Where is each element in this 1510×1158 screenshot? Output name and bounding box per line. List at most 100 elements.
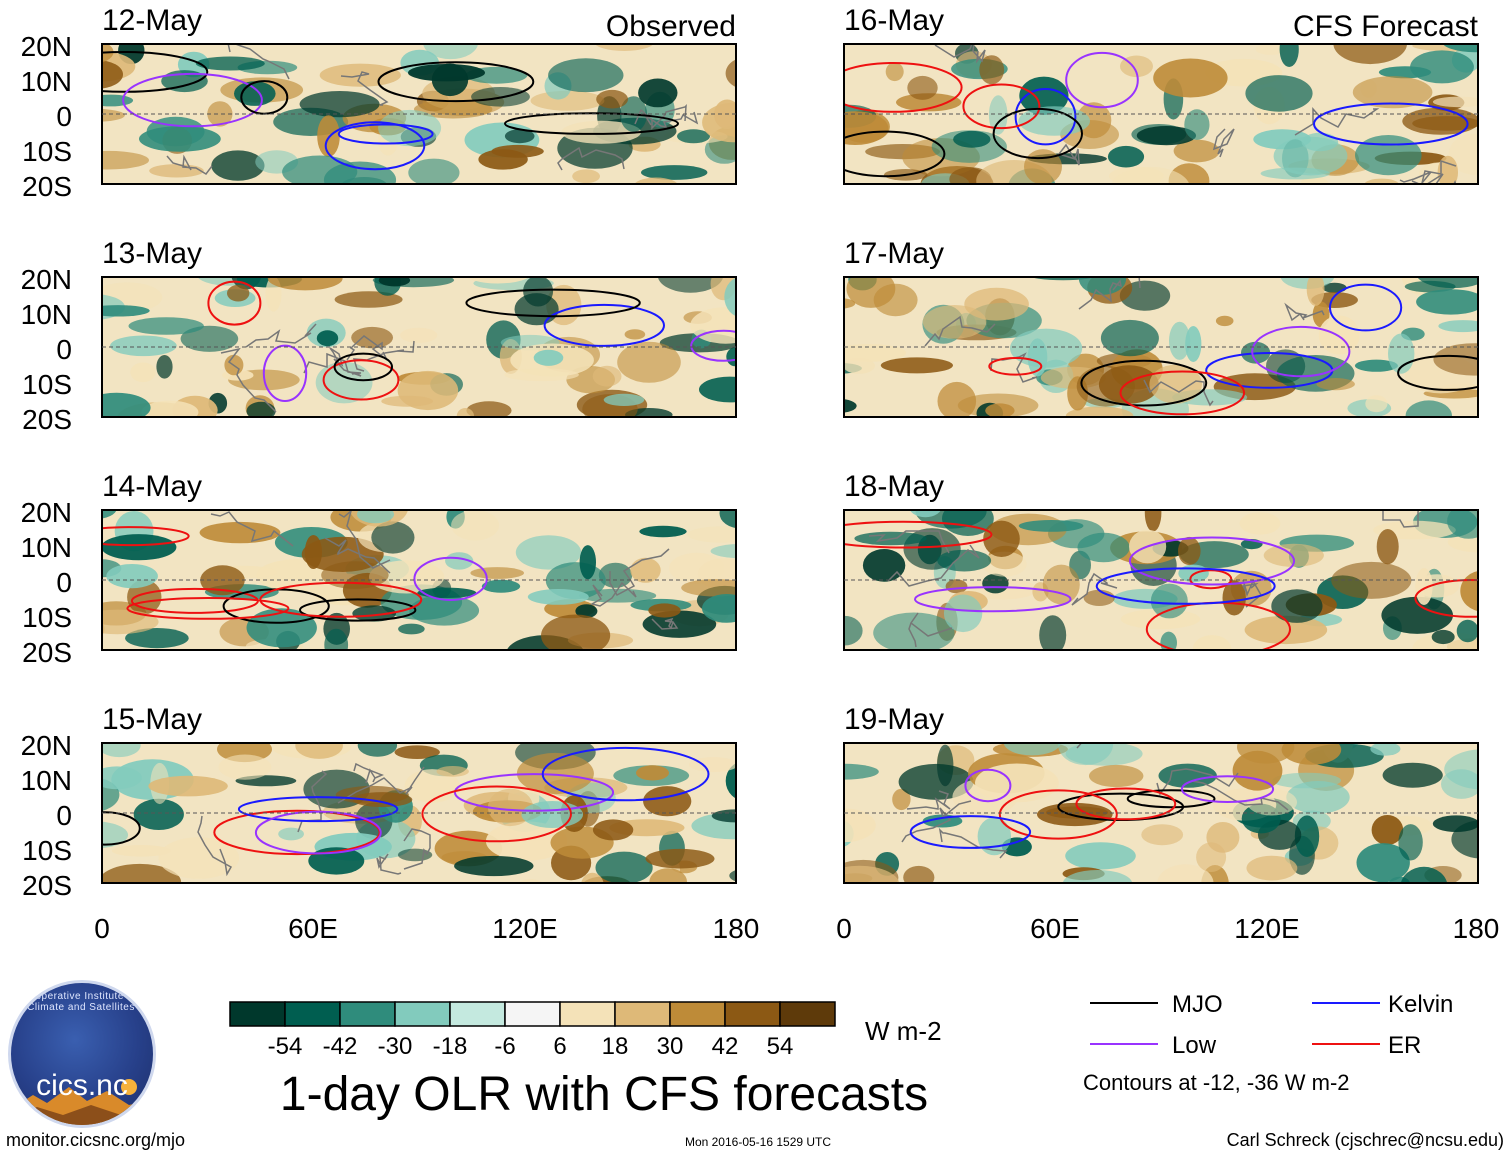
lat-labels-row-1: 20N 10N 0 10S 20S bbox=[21, 31, 72, 202]
legend-item-er: ER bbox=[1312, 1032, 1421, 1059]
footer-credit: Carl Schreck (cjschrec@ncsu.edu) bbox=[1227, 1130, 1504, 1150]
lat-label: 0 bbox=[56, 567, 72, 598]
colorbar-swatch bbox=[339, 1001, 396, 1027]
lat-label: 10N bbox=[21, 299, 72, 330]
lat-label: 10S bbox=[22, 369, 72, 400]
colorbar-label: -54 bbox=[268, 1033, 303, 1060]
lat-label: 20S bbox=[22, 404, 72, 435]
lat-label: 20N bbox=[21, 730, 72, 761]
footer-url: monitor.cicsnc.org/mjo bbox=[6, 1130, 185, 1150]
legend-label: ER bbox=[1388, 1032, 1421, 1059]
colorbar-label: 54 bbox=[767, 1033, 794, 1060]
lat-label: 20N bbox=[21, 31, 72, 62]
olr-field bbox=[844, 277, 1478, 417]
colorbar-label: -42 bbox=[323, 1033, 358, 1060]
panel-18-may: 18-May bbox=[843, 470, 1479, 651]
forecast-title: CFS Forecast bbox=[1293, 10, 1479, 43]
lat-label: 10S bbox=[22, 136, 72, 167]
lat-labels-row-4: 20N 10N 0 10S 20S bbox=[21, 730, 72, 901]
lat-labels-row-3: 20N 10N 0 10S 20S bbox=[21, 497, 72, 668]
panel-date: 16-May bbox=[844, 4, 944, 37]
colorbar-swatch bbox=[504, 1001, 561, 1027]
legend-label: MJO bbox=[1172, 991, 1223, 1018]
colorbar-swatch bbox=[394, 1001, 451, 1027]
legend-item-mjo: MJO bbox=[1090, 991, 1223, 1018]
olr-field bbox=[844, 743, 1478, 883]
panel-19-may: 19-May bbox=[843, 703, 1479, 884]
logo-arc-text: Cooperative Institute for Climate and Sa… bbox=[21, 991, 141, 1013]
olr-field bbox=[102, 277, 736, 417]
panel-16-may: 16-May bbox=[843, 4, 1479, 185]
lon-label: 60E bbox=[288, 913, 338, 944]
colorbar-label: -30 bbox=[378, 1033, 413, 1060]
lat-labels-row-2: 20N 10N 0 10S 20S bbox=[21, 264, 72, 435]
observed-title: Observed bbox=[606, 10, 736, 43]
colorbar-swatch bbox=[669, 1001, 726, 1027]
lon-label: 60E bbox=[1030, 913, 1080, 944]
lat-label: 20S bbox=[22, 870, 72, 901]
lat-label: 10N bbox=[21, 765, 72, 796]
colorbar-label: -6 bbox=[494, 1033, 515, 1060]
olr-field bbox=[102, 510, 736, 650]
legend-note: Contours at -12, -36 W m-2 bbox=[1083, 1070, 1350, 1095]
panel-date: 13-May bbox=[102, 237, 202, 270]
colorbar-swatch bbox=[449, 1001, 506, 1027]
lon-label: 180 bbox=[1453, 913, 1500, 944]
colorbar-label: 42 bbox=[712, 1033, 739, 1060]
lon-label: 0 bbox=[94, 913, 110, 944]
colorbar-label: -18 bbox=[433, 1033, 468, 1060]
main-title: 1-day OLR with CFS forecasts bbox=[280, 1068, 928, 1121]
cics-logo: Cooperative Institute for Climate and Sa… bbox=[8, 980, 156, 1128]
lon-labels-forecast: 0 60E 120E 180 bbox=[836, 913, 1499, 944]
panel-date: 15-May bbox=[102, 703, 202, 736]
lon-label: 120E bbox=[1234, 913, 1299, 944]
lat-label: 20S bbox=[22, 637, 72, 668]
panel-12-may: 12-May bbox=[101, 4, 737, 185]
colorbar-label: 18 bbox=[602, 1033, 629, 1060]
legend-label: Low bbox=[1172, 1032, 1217, 1059]
olr-field bbox=[102, 44, 736, 184]
colorbar-label: 6 bbox=[553, 1033, 566, 1060]
panel-date: 12-May bbox=[102, 4, 202, 37]
panel-date: 14-May bbox=[102, 470, 202, 503]
colorbar-swatch bbox=[779, 1001, 836, 1027]
panel-date: 17-May bbox=[844, 237, 944, 270]
panel-13-may: 13-May bbox=[101, 237, 737, 418]
panel-date: 19-May bbox=[844, 703, 944, 736]
colorbar-swatch bbox=[229, 1001, 286, 1027]
logo-text: cics.nc bbox=[36, 1069, 128, 1102]
colorbar-swatch bbox=[724, 1001, 781, 1027]
panel-14-may: 14-May bbox=[101, 470, 737, 651]
colorbar-swatch bbox=[559, 1001, 616, 1027]
lat-label: 20N bbox=[21, 264, 72, 295]
lat-label: 10S bbox=[22, 835, 72, 866]
panel-17-may: 17-May bbox=[843, 237, 1479, 418]
olr-field bbox=[844, 510, 1478, 650]
colorbar-swatch bbox=[614, 1001, 671, 1027]
panel-date: 18-May bbox=[844, 470, 944, 503]
lat-label: 10N bbox=[21, 532, 72, 563]
lon-labels-observed: 0 60E 120E 180 bbox=[94, 913, 759, 944]
footer-timestamp: Mon 2016-05-16 1529 UTC bbox=[685, 1135, 831, 1149]
colorbar-label: 30 bbox=[657, 1033, 684, 1060]
lat-label: 0 bbox=[56, 101, 72, 132]
lat-label: 10S bbox=[22, 602, 72, 633]
colorbar bbox=[229, 1001, 836, 1027]
lat-label: 10N bbox=[21, 66, 72, 97]
lat-label: 20N bbox=[21, 497, 72, 528]
lat-label: 20S bbox=[22, 171, 72, 202]
legend-item-low: Low bbox=[1090, 1032, 1217, 1059]
lat-label: 0 bbox=[56, 334, 72, 365]
colorbar-unit: W m-2 bbox=[865, 1016, 942, 1046]
panel-15-may: 15-May bbox=[101, 703, 737, 884]
legend: MJO Kelvin Low ER Contours at -12, -36 W… bbox=[1083, 991, 1453, 1095]
colorbar-labels: -54 -42 -30 -18 -6 6 18 30 42 54 bbox=[268, 1033, 794, 1060]
olr-field bbox=[844, 44, 1478, 184]
colorbar-swatch bbox=[284, 1001, 341, 1027]
lon-label: 180 bbox=[713, 913, 760, 944]
legend-item-kelvin: Kelvin bbox=[1312, 991, 1453, 1018]
lat-label: 0 bbox=[56, 800, 72, 831]
legend-label: Kelvin bbox=[1388, 991, 1453, 1018]
mountain-icon bbox=[11, 1079, 153, 1125]
